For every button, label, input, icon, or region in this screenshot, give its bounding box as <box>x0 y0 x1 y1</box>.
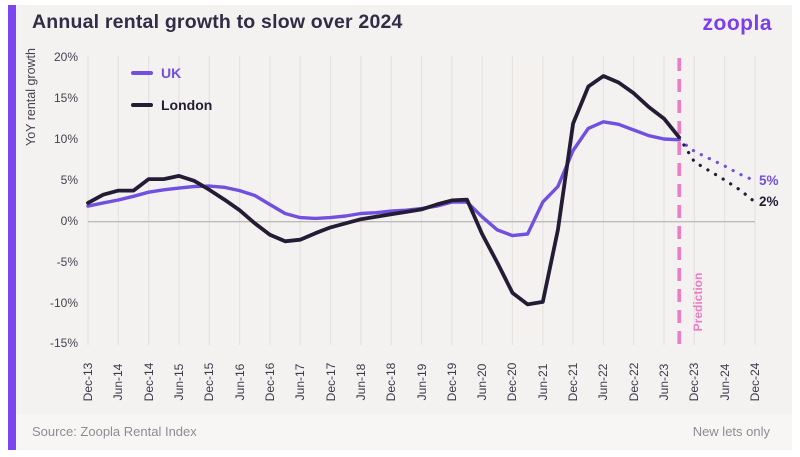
london-line-swatch <box>131 103 153 107</box>
x-tick-label: Dec-18 <box>384 362 399 402</box>
x-tick-label: Dec-16 <box>262 362 277 402</box>
x-tick-label: Dec-20 <box>505 362 520 402</box>
uk-prediction-line <box>677 138 757 183</box>
x-tick-label: Dec-17 <box>323 362 338 402</box>
uk-line-swatch <box>131 71 153 75</box>
x-tick-label: Jun-14 <box>111 363 126 401</box>
x-tick-label: Jun-16 <box>232 363 247 401</box>
chart-card <box>8 5 792 450</box>
legend-item-london: London <box>131 94 212 116</box>
london-prediction-end-label: 2% <box>759 194 779 210</box>
chart-legend: UK London <box>131 62 212 126</box>
uk-line <box>86 120 681 238</box>
london-line <box>86 74 682 307</box>
x-tick-label: Jun-23 <box>657 363 672 401</box>
legend-label-london: London <box>161 97 213 113</box>
london-prediction-line <box>677 135 757 204</box>
x-tick-label: Jun-18 <box>353 363 368 401</box>
y-tick-label: 5% <box>60 172 78 187</box>
x-tick-label: Jun-24 <box>717 363 732 401</box>
x-tick-label: Dec-21 <box>566 362 581 402</box>
x-tick-label: Dec-19 <box>444 362 459 402</box>
legend-label-uk: UK <box>161 65 182 81</box>
y-tick-label: -5% <box>56 254 78 269</box>
x-tick-label: Dec-15 <box>202 362 217 402</box>
new-lets-note: New lets only <box>692 424 770 439</box>
x-tick-label: Dec-14 <box>141 362 156 402</box>
x-tick-label: Jun-17 <box>293 363 308 401</box>
x-tick-label: Dec-23 <box>687 362 702 402</box>
x-tick-label: Jun-21 <box>535 363 550 401</box>
prediction-annotation: Prediction <box>691 272 706 332</box>
x-tick-label: Jun-22 <box>596 363 611 401</box>
zoopla-logo: zoopla <box>702 12 772 35</box>
y-tick-label: 20% <box>53 49 78 64</box>
footer-strip <box>16 414 792 450</box>
x-tick-label: Dec-24 <box>748 362 762 402</box>
y-tick-label: -15% <box>49 336 78 351</box>
source-note: Source: Zoopla Rental Index <box>32 424 197 439</box>
left-accent-bar <box>8 5 16 450</box>
y-tick-label: 15% <box>53 90 78 105</box>
x-tick-label: Jun-19 <box>414 363 429 401</box>
legend-item-uk: UK <box>131 62 212 84</box>
x-tick-label: Dec-22 <box>626 362 641 402</box>
x-tick-label: Dec-13 <box>81 362 95 402</box>
chart-title: Annual rental growth to slow over 2024 <box>32 11 403 33</box>
y-tick-label: 0% <box>60 213 78 228</box>
uk-prediction-end-label: 5% <box>759 172 779 188</box>
y-tick-label: 10% <box>53 131 78 146</box>
x-tick-label: Jun-20 <box>475 363 490 401</box>
x-tick-label: Jun-15 <box>171 363 186 401</box>
y-tick-label: -10% <box>49 295 78 310</box>
